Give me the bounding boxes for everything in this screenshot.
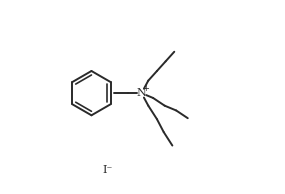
Text: +: + xyxy=(142,84,149,93)
Text: N: N xyxy=(137,88,146,98)
Text: I⁻: I⁻ xyxy=(103,165,113,175)
